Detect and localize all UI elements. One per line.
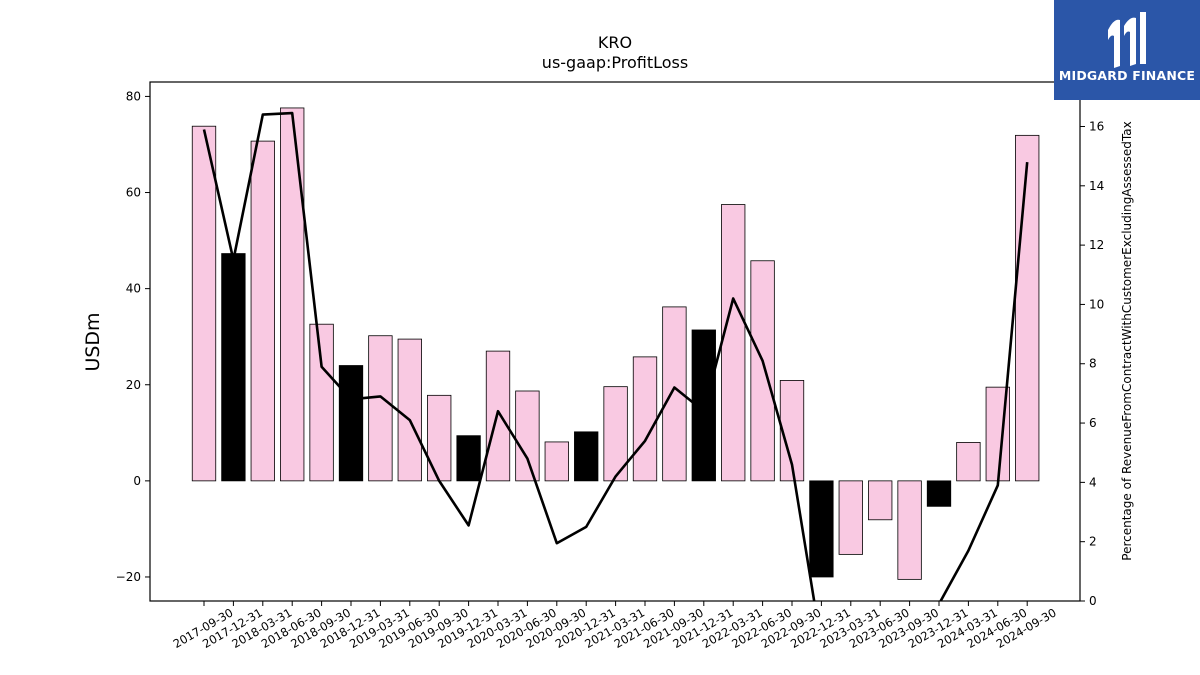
bar-2017-09-30 bbox=[191, 125, 217, 482]
bar-2018-09-30 bbox=[309, 323, 334, 482]
bar-2018-12-31 bbox=[338, 365, 364, 482]
bar-2017-12-31 bbox=[221, 253, 246, 482]
logo-mark-icon bbox=[1108, 12, 1146, 68]
bar-2022-06-30 bbox=[750, 260, 775, 482]
right-tick-label: 16 bbox=[1089, 119, 1104, 133]
y2-axis-label: Percentage of RevenueFromContractWithCus… bbox=[1120, 121, 1134, 560]
left-tick-label: 0 bbox=[133, 474, 141, 488]
right-tick-label: 0 bbox=[1089, 594, 1097, 608]
right-y-axis: 0 2 4 6 8 10 12 14 16 bbox=[1080, 119, 1104, 608]
right-tick-label: 12 bbox=[1089, 238, 1104, 252]
right-tick-label: 8 bbox=[1089, 357, 1097, 371]
bar-2022-09-30 bbox=[779, 380, 805, 482]
chart-title: KRO bbox=[598, 33, 632, 52]
bar-2021-06-30 bbox=[632, 356, 658, 482]
ratio-line-series bbox=[202, 111, 1029, 601]
right-tick-label: 4 bbox=[1089, 475, 1097, 489]
left-y-axis: −20 0 20 40 60 80 bbox=[116, 89, 150, 584]
right-tick-label: 6 bbox=[1089, 416, 1097, 430]
chart-subtitle: us-gaap:ProfitLoss bbox=[542, 53, 688, 72]
right-tick-label: 2 bbox=[1089, 535, 1097, 549]
right-tick-label: 14 bbox=[1089, 179, 1104, 193]
bar-2019-12-31 bbox=[456, 435, 481, 482]
bar-2019-06-30 bbox=[397, 338, 422, 482]
left-tick-label: 60 bbox=[126, 186, 141, 200]
plot-frame bbox=[149, 81, 1081, 602]
bar-2023-12-31 bbox=[926, 480, 952, 507]
ratio-line bbox=[202, 111, 1029, 601]
bar-2021-09-30 bbox=[662, 306, 687, 482]
left-tick-label: −20 bbox=[116, 570, 141, 584]
left-tick-label: 80 bbox=[126, 89, 141, 103]
midgard-finance-logo: MIDGARD FINANCE bbox=[1054, 0, 1200, 100]
bar-2021-03-31 bbox=[603, 386, 628, 482]
bar-2023-06-30 bbox=[868, 480, 893, 521]
bar-2018-06-30 bbox=[280, 107, 305, 482]
bar-2022-12-31 bbox=[809, 480, 834, 578]
y-axis-label: USDm bbox=[82, 312, 104, 371]
right-tick-label: 10 bbox=[1089, 297, 1104, 311]
bar-2024-03-31 bbox=[956, 442, 981, 482]
left-tick-label: 20 bbox=[126, 378, 141, 392]
bar-2024-09-30 bbox=[1015, 134, 1040, 482]
bar-2020-09-30 bbox=[544, 441, 569, 482]
bar-2019-03-31 bbox=[368, 335, 393, 482]
x-axis: 2017-09-302017-12-312018-03-312018-06-30… bbox=[171, 601, 1059, 651]
left-tick-label: 40 bbox=[126, 282, 141, 296]
bar-2023-03-31 bbox=[838, 480, 863, 555]
bar-2020-12-31 bbox=[574, 431, 599, 482]
logo-text: MIDGARD FINANCE bbox=[1058, 68, 1196, 83]
bar-2019-09-30 bbox=[427, 394, 452, 482]
bar-2021-12-31 bbox=[691, 329, 716, 482]
bar-2018-03-31 bbox=[250, 140, 275, 482]
bar-2023-09-30 bbox=[897, 480, 922, 580]
bar-2022-03-31 bbox=[721, 204, 746, 482]
bar-2020-06-30 bbox=[515, 390, 540, 482]
